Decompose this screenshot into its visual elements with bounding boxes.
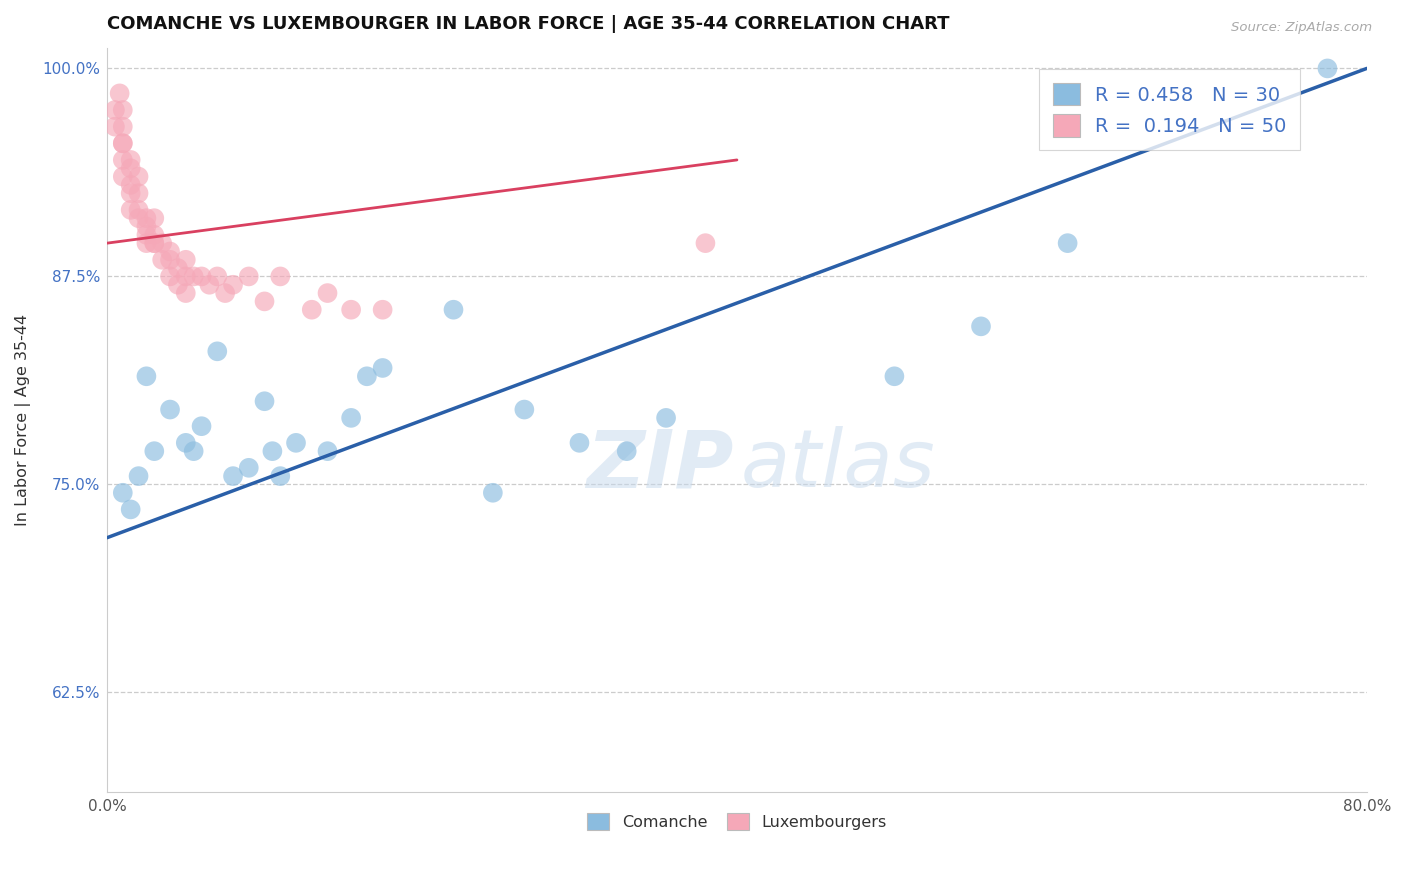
Text: COMANCHE VS LUXEMBOURGER IN LABOR FORCE | AGE 35-44 CORRELATION CHART: COMANCHE VS LUXEMBOURGER IN LABOR FORCE …: [107, 15, 949, 33]
Point: [143, 211, 166, 226]
Point: [128, 469, 150, 483]
Point: [238, 269, 260, 284]
Point: [269, 269, 291, 284]
Point: [340, 410, 363, 425]
Point: [159, 402, 181, 417]
Point: [167, 277, 190, 292]
Point: [150, 236, 173, 251]
Point: [111, 153, 134, 167]
Point: [120, 202, 142, 217]
Point: [135, 227, 157, 242]
Point: [222, 469, 245, 483]
Point: [183, 444, 205, 458]
Point: [1056, 236, 1078, 251]
Point: [128, 169, 150, 184]
Text: ZIP: ZIP: [586, 426, 733, 504]
Point: [371, 302, 394, 317]
Point: [111, 103, 134, 117]
Point: [159, 244, 181, 259]
Point: [120, 502, 142, 516]
Point: [135, 369, 157, 384]
Point: [111, 136, 134, 151]
Text: Source: ZipAtlas.com: Source: ZipAtlas.com: [1232, 21, 1372, 35]
Point: [238, 460, 260, 475]
Point: [482, 485, 505, 500]
Point: [190, 269, 212, 284]
Point: [159, 269, 181, 284]
Point: [135, 219, 157, 234]
Point: [214, 286, 236, 301]
Point: [108, 87, 131, 101]
Point: [1316, 62, 1339, 76]
Point: [616, 444, 638, 458]
Point: [104, 120, 127, 134]
Point: [174, 286, 197, 301]
Point: [167, 261, 190, 276]
Point: [150, 252, 173, 267]
Point: [143, 236, 166, 251]
Point: [316, 286, 339, 301]
Point: [120, 178, 142, 192]
Point: [207, 269, 229, 284]
Legend: Comanche, Luxembourgers: Comanche, Luxembourgers: [581, 806, 893, 837]
Point: [183, 269, 205, 284]
Point: [190, 419, 212, 434]
Point: [883, 369, 905, 384]
Y-axis label: In Labor Force | Age 35-44: In Labor Force | Age 35-44: [15, 314, 31, 526]
Point: [174, 252, 197, 267]
Point: [655, 410, 678, 425]
Point: [111, 485, 134, 500]
Point: [198, 277, 221, 292]
Point: [340, 302, 363, 317]
Point: [128, 186, 150, 201]
Point: [143, 236, 166, 251]
Point: [120, 153, 142, 167]
Point: [222, 277, 245, 292]
Point: [253, 294, 276, 309]
Point: [443, 302, 465, 317]
Text: atlas: atlas: [741, 426, 935, 504]
Point: [111, 120, 134, 134]
Point: [262, 444, 284, 458]
Point: [174, 269, 197, 284]
Point: [316, 444, 339, 458]
Point: [111, 169, 134, 184]
Point: [356, 369, 378, 384]
Point: [135, 236, 157, 251]
Point: [143, 227, 166, 242]
Point: [285, 435, 308, 450]
Point: [207, 344, 229, 359]
Point: [111, 136, 134, 151]
Point: [128, 202, 150, 217]
Point: [159, 252, 181, 267]
Point: [135, 211, 157, 226]
Point: [104, 103, 127, 117]
Point: [128, 211, 150, 226]
Point: [371, 361, 394, 376]
Point: [513, 402, 536, 417]
Point: [568, 435, 591, 450]
Point: [301, 302, 323, 317]
Point: [174, 435, 197, 450]
Point: [269, 469, 291, 483]
Point: [970, 319, 993, 334]
Point: [695, 236, 717, 251]
Point: [120, 186, 142, 201]
Point: [143, 444, 166, 458]
Point: [120, 161, 142, 176]
Point: [253, 394, 276, 409]
